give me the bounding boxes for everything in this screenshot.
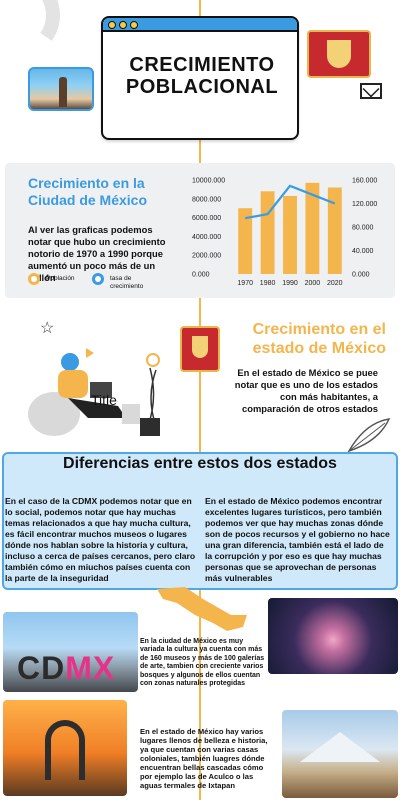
left-axis-tick-label: 8000.000 bbox=[192, 196, 221, 203]
window-dot bbox=[119, 21, 127, 29]
legend-label: Población bbox=[46, 275, 75, 282]
x-axis-tick-label: 1990 bbox=[282, 280, 298, 287]
right-axis-tick-label: 120.000 bbox=[352, 201, 377, 208]
leaf-icon bbox=[347, 418, 391, 453]
page-title: CRECIMIENTO POBLACIONAL bbox=[111, 54, 293, 98]
right-axis-tick-label: 80.000 bbox=[352, 225, 374, 232]
volcano-town-image bbox=[282, 710, 398, 798]
left-axis-tick-label: 4000.000 bbox=[192, 234, 221, 241]
cdmx-culture-text: En la ciudad de México es muy variada la… bbox=[140, 638, 265, 688]
right-axis-tick-label: 0.000 bbox=[352, 272, 370, 279]
legend-item-poblacion: Población bbox=[28, 272, 88, 286]
population-bar bbox=[238, 208, 253, 274]
right-axis-tick-label: 160.000 bbox=[352, 178, 377, 185]
left-axis-tick-label: 2000.000 bbox=[192, 253, 221, 260]
cdmx-sign-letters-cd: CD bbox=[17, 650, 66, 686]
differences-edomex-text: En el estado de México podemos encontrar… bbox=[205, 496, 390, 583]
x-axis-tick-label: 1980 bbox=[260, 280, 276, 287]
revolution-monument-image bbox=[3, 700, 127, 796]
legend-label: tasa de crecimiento bbox=[110, 275, 144, 290]
edomex-crest-small-image bbox=[180, 326, 220, 372]
cdmx-monument-image bbox=[28, 67, 94, 111]
center-timeline-line bbox=[199, 0, 201, 800]
placeholder-title-label: Title bbox=[91, 392, 117, 408]
population-bar bbox=[260, 191, 275, 274]
chart-legend: Población tasa de crecimiento bbox=[28, 272, 143, 290]
cdmx-growth-title: Crecimiento en la Ciudad de México bbox=[28, 175, 148, 208]
left-axis-tick-label: 10000.000 bbox=[192, 178, 225, 185]
x-axis-tick-label: 2000 bbox=[305, 280, 321, 287]
window-dot bbox=[130, 21, 138, 29]
title-line-1: CRECIMIENTO bbox=[129, 54, 275, 76]
left-axis-tick-label: 6000.000 bbox=[192, 215, 221, 222]
right-axis-tick-label: 40.000 bbox=[352, 248, 374, 255]
night-city-image bbox=[268, 598, 398, 674]
cdmx-growth-text: Al ver las graficas podemos notar que hu… bbox=[28, 224, 166, 283]
edomex-places-text: En el estado de México hay varios lugare… bbox=[140, 727, 268, 790]
x-axis-tick-label: 1970 bbox=[237, 280, 253, 287]
star-icon: ☆ bbox=[40, 320, 55, 337]
growth-rate-line bbox=[245, 184, 336, 220]
left-axis-tick-label: 0.000 bbox=[192, 272, 210, 279]
window-titlebar bbox=[103, 18, 297, 32]
edomex-growth-text: En el estado de México se puee notar que… bbox=[234, 367, 378, 414]
edomex-growth-title: Crecimiento en el estado de México bbox=[252, 321, 386, 357]
population-bar bbox=[327, 187, 342, 274]
mail-icon bbox=[360, 83, 382, 99]
population-bar bbox=[305, 182, 320, 274]
x-axis-tick-label: 2020 bbox=[327, 280, 343, 287]
population-chart: 10000.000 8000.000 6000.000 4000.000 2000.00… bbox=[192, 178, 377, 288]
legend-item-tasa: tasa de crecimiento bbox=[92, 272, 152, 292]
differences-title: Diferencias entre estos dos estados bbox=[63, 455, 337, 472]
decorative-circle bbox=[0, 0, 68, 68]
mexico-map-icon bbox=[157, 587, 247, 631]
legend-swatch-icon bbox=[28, 273, 40, 285]
differences-panel bbox=[2, 452, 398, 590]
differences-cdmx-text: En el caso de la CDMX podemos notar que … bbox=[5, 496, 196, 583]
cdmx-sign-image: CDMX bbox=[3, 612, 138, 692]
cdmx-sign-letters: CDMX bbox=[17, 650, 115, 687]
cdmx-sign-letters-mx: MX bbox=[65, 650, 116, 686]
population-bar bbox=[283, 195, 297, 274]
legend-swatch-icon bbox=[92, 273, 104, 285]
edomex-crest-image bbox=[307, 30, 371, 78]
person-laptop-illustration bbox=[28, 348, 160, 436]
title-window: CRECIMIENTO POBLACIONAL bbox=[101, 16, 299, 140]
window-dot bbox=[108, 21, 116, 29]
title-line-2: POBLACIONAL bbox=[125, 76, 279, 98]
